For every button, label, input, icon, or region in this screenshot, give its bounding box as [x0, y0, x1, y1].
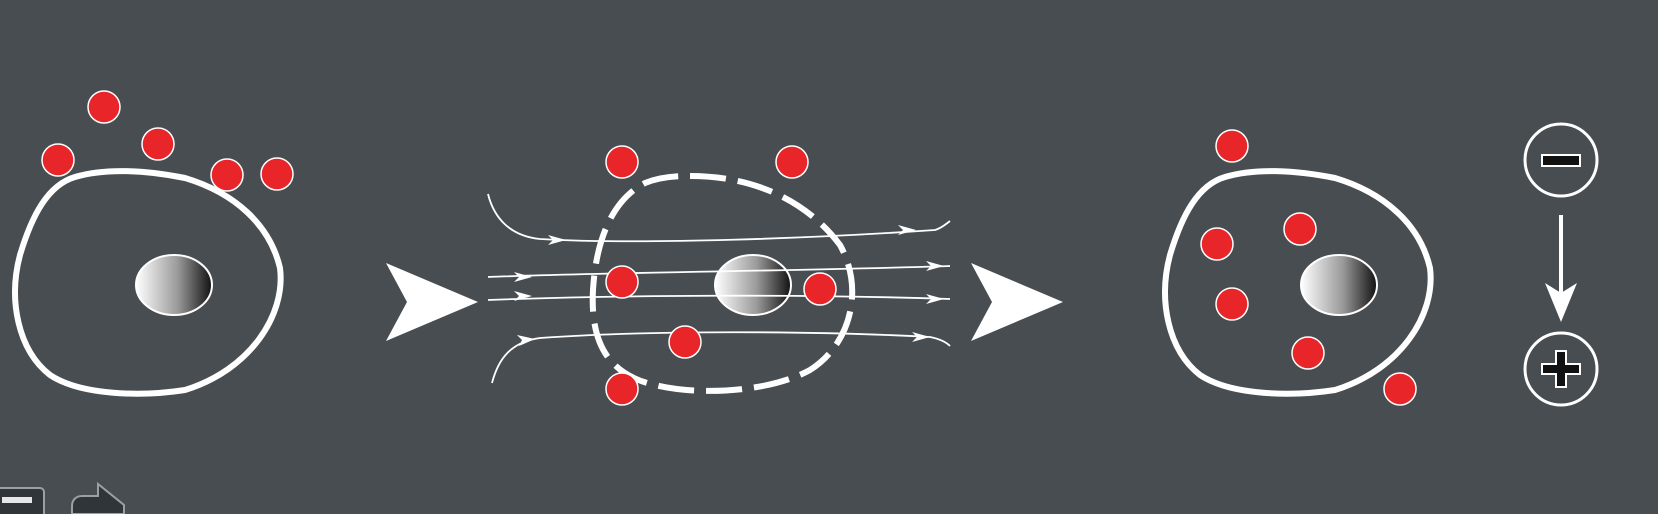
- molecule: [668, 325, 702, 359]
- field-line: [487, 294, 951, 301]
- field-line-arrow-icon: [514, 291, 532, 301]
- molecule: [1291, 336, 1325, 370]
- molecule: [260, 157, 294, 191]
- arrow-right-icon: [971, 263, 1063, 341]
- molecule: [1383, 372, 1417, 406]
- stage-before: [12, 90, 294, 397]
- field-line: [487, 265, 951, 278]
- cell-membrane: [12, 168, 284, 397]
- minus-electrode-icon: −: [1523, 122, 1599, 198]
- corner-toolbar[interactable]: [0, 481, 125, 514]
- share-icon[interactable]: [71, 481, 125, 514]
- molecule: [605, 145, 639, 179]
- molecule: [41, 143, 75, 177]
- cell-nucleus: [135, 254, 213, 316]
- field-line-arrow-icon: [514, 272, 532, 282]
- field-line: [491, 331, 951, 384]
- window-icon[interactable]: [0, 487, 45, 514]
- molecule: [1215, 129, 1249, 163]
- electric-field-lines: [487, 193, 951, 384]
- stage-after: [1162, 129, 1434, 406]
- molecule: [1215, 287, 1249, 321]
- field-line-arrow-icon: [926, 294, 944, 304]
- cell-nucleus: [714, 254, 792, 316]
- field-line: [487, 193, 951, 243]
- molecule: [87, 90, 121, 124]
- field-line-arrow-icon: [517, 335, 535, 346]
- molecule: [1200, 227, 1234, 261]
- field-line-arrow-icon: [548, 235, 566, 245]
- molecules: [41, 90, 294, 192]
- molecule: [605, 372, 639, 406]
- field-line-arrow-icon: [912, 332, 930, 342]
- cell-nucleus: [1300, 254, 1378, 316]
- field-line-arrow-icon: [926, 261, 944, 271]
- arrow-right-icon: [386, 263, 478, 341]
- molecule: [1283, 212, 1317, 246]
- molecule: [141, 127, 175, 161]
- molecule: [803, 272, 837, 306]
- molecules: [1200, 129, 1417, 406]
- field-direction-arrow-icon: [1545, 215, 1577, 322]
- molecule: [210, 158, 244, 192]
- plus-electrode-icon: +: [1523, 331, 1599, 407]
- field-line-arrow-icon: [898, 225, 916, 235]
- stage-electric-pulse: [487, 145, 951, 406]
- molecules: [605, 145, 837, 406]
- molecule: [605, 265, 639, 299]
- molecule: [775, 145, 809, 179]
- electrode-legend: − +: [1523, 122, 1599, 407]
- cell-membrane: [1162, 168, 1434, 397]
